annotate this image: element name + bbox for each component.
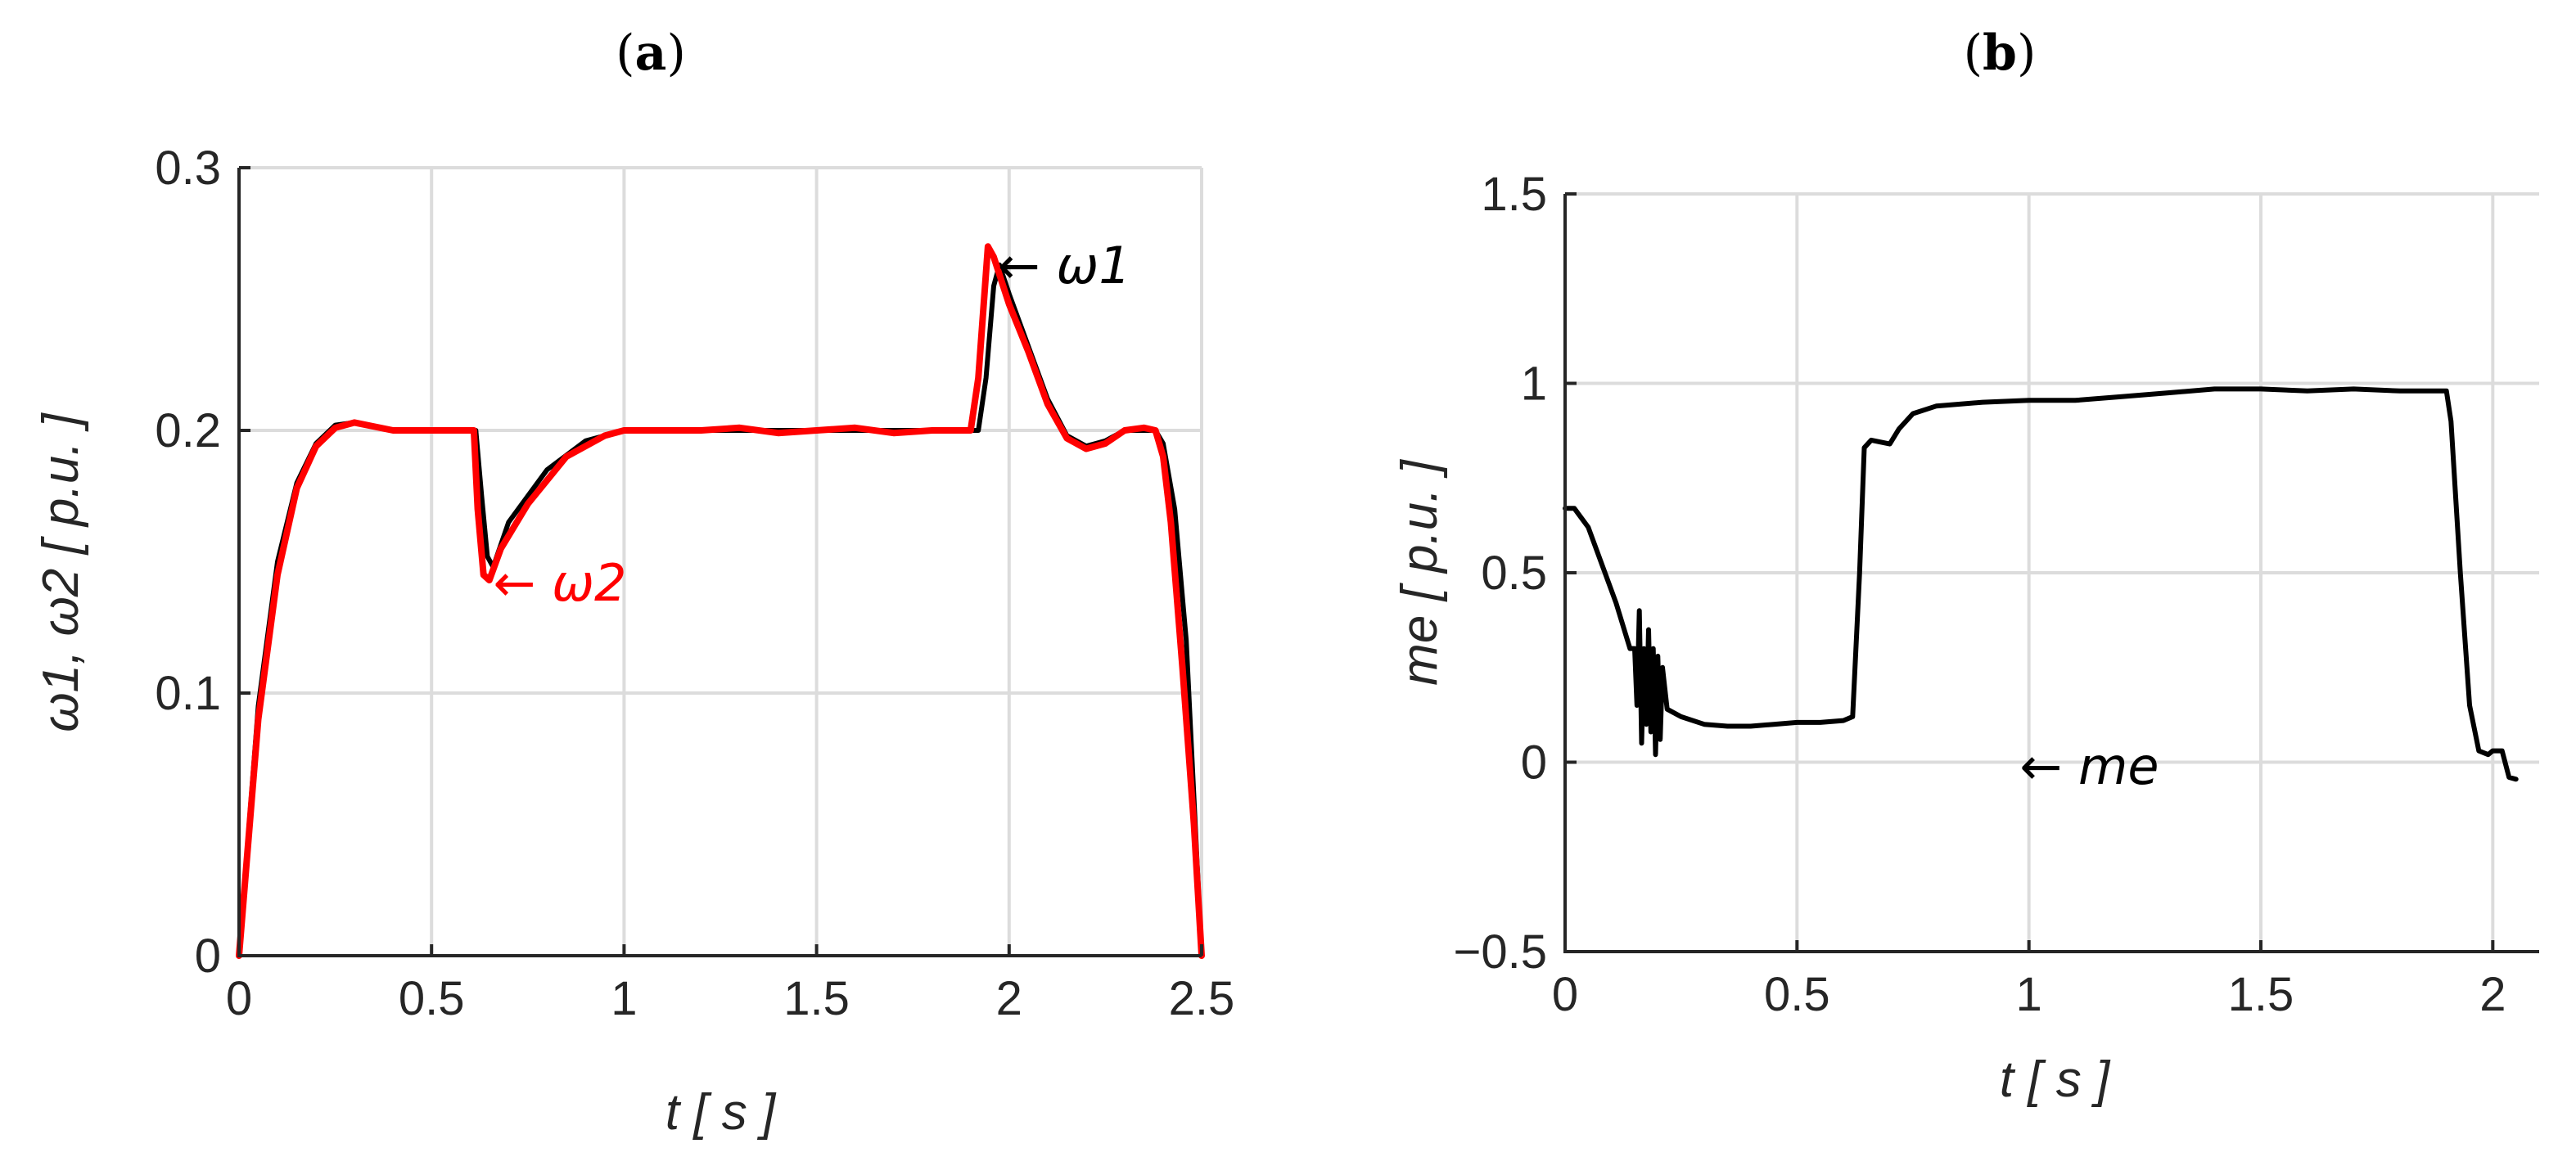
x-axis-label-a: t [ s ] xyxy=(665,1084,777,1141)
y-tick-label: −0.5 xyxy=(1454,925,1548,979)
y-tick-label: 0.2 xyxy=(155,404,221,457)
axes-a xyxy=(237,166,1203,957)
x-axis-label-b: t [ s ] xyxy=(2000,1051,2111,1108)
panel-label-b: (b) xyxy=(1964,25,2037,82)
annotations-a: ← ω1 ← ω2 xyxy=(493,236,1130,613)
annotations-b: ← me xyxy=(2019,736,2159,796)
chart-panel-a: 0 0.5 1 1.5 2 2.5 0 0.1 0.2 0.3 t [ s ] ω1, ω2 [ … xyxy=(33,142,1234,1141)
x-tick-label: 2.5 xyxy=(1169,972,1235,1025)
panel-label-a: (a) xyxy=(616,25,686,82)
grid-b xyxy=(1563,192,2539,953)
x-tick-label: 0.5 xyxy=(1764,968,1830,1021)
x-tick-label: 2 xyxy=(996,972,1022,1025)
series-group-a xyxy=(236,243,1205,959)
x-tick-label: 0 xyxy=(226,972,252,1025)
chart-panel-b: 0 0.5 1 1.5 2−0.500.511.5 t [ s ] me [ p.u. … xyxy=(1392,168,2539,1108)
series-line-a-1 xyxy=(236,243,1205,959)
tick-labels-a: 0 0.5 1 1.5 2 2.5 0 0.1 0.2 0.3 xyxy=(155,142,1234,1025)
x-tick-label: 1.5 xyxy=(2228,968,2294,1021)
tick-labels-b: 0 0.5 1 1.5 2−0.500.511.5 xyxy=(1454,168,2506,1021)
annotation-label: ← me xyxy=(2019,736,2159,796)
series-line-a-0 xyxy=(237,262,1204,958)
x-tick-label: 1.5 xyxy=(783,972,850,1025)
y-tick-label: 1.5 xyxy=(1481,168,1547,221)
x-tick-label: 2 xyxy=(2479,968,2506,1021)
y-tick-label: 1 xyxy=(1521,358,1547,411)
annotation-label: ← ω2 xyxy=(493,553,626,613)
y-tick-label: 0.5 xyxy=(1481,547,1547,600)
y-tick-label: 0 xyxy=(195,930,221,983)
y-axis-label-a: ω1, ω2 [ p.u. ] xyxy=(33,412,89,732)
x-tick-label: 0.5 xyxy=(399,972,465,1025)
x-tick-label: 1 xyxy=(611,972,637,1025)
y-tick-label: 0.1 xyxy=(155,667,221,720)
x-tick-label: 1 xyxy=(2016,968,2042,1021)
annotation-label: ← ω1 xyxy=(998,236,1131,295)
y-tick-label: 0 xyxy=(1521,736,1547,790)
y-axis-label-b: me [ p.u. ] xyxy=(1392,458,1448,685)
x-tick-label: 0 xyxy=(1552,968,1578,1021)
axes-b xyxy=(1563,192,2539,953)
y-tick-label: 0.3 xyxy=(155,142,221,195)
series-group-b xyxy=(1563,386,2519,782)
series-line-b-0 xyxy=(1563,386,2519,782)
